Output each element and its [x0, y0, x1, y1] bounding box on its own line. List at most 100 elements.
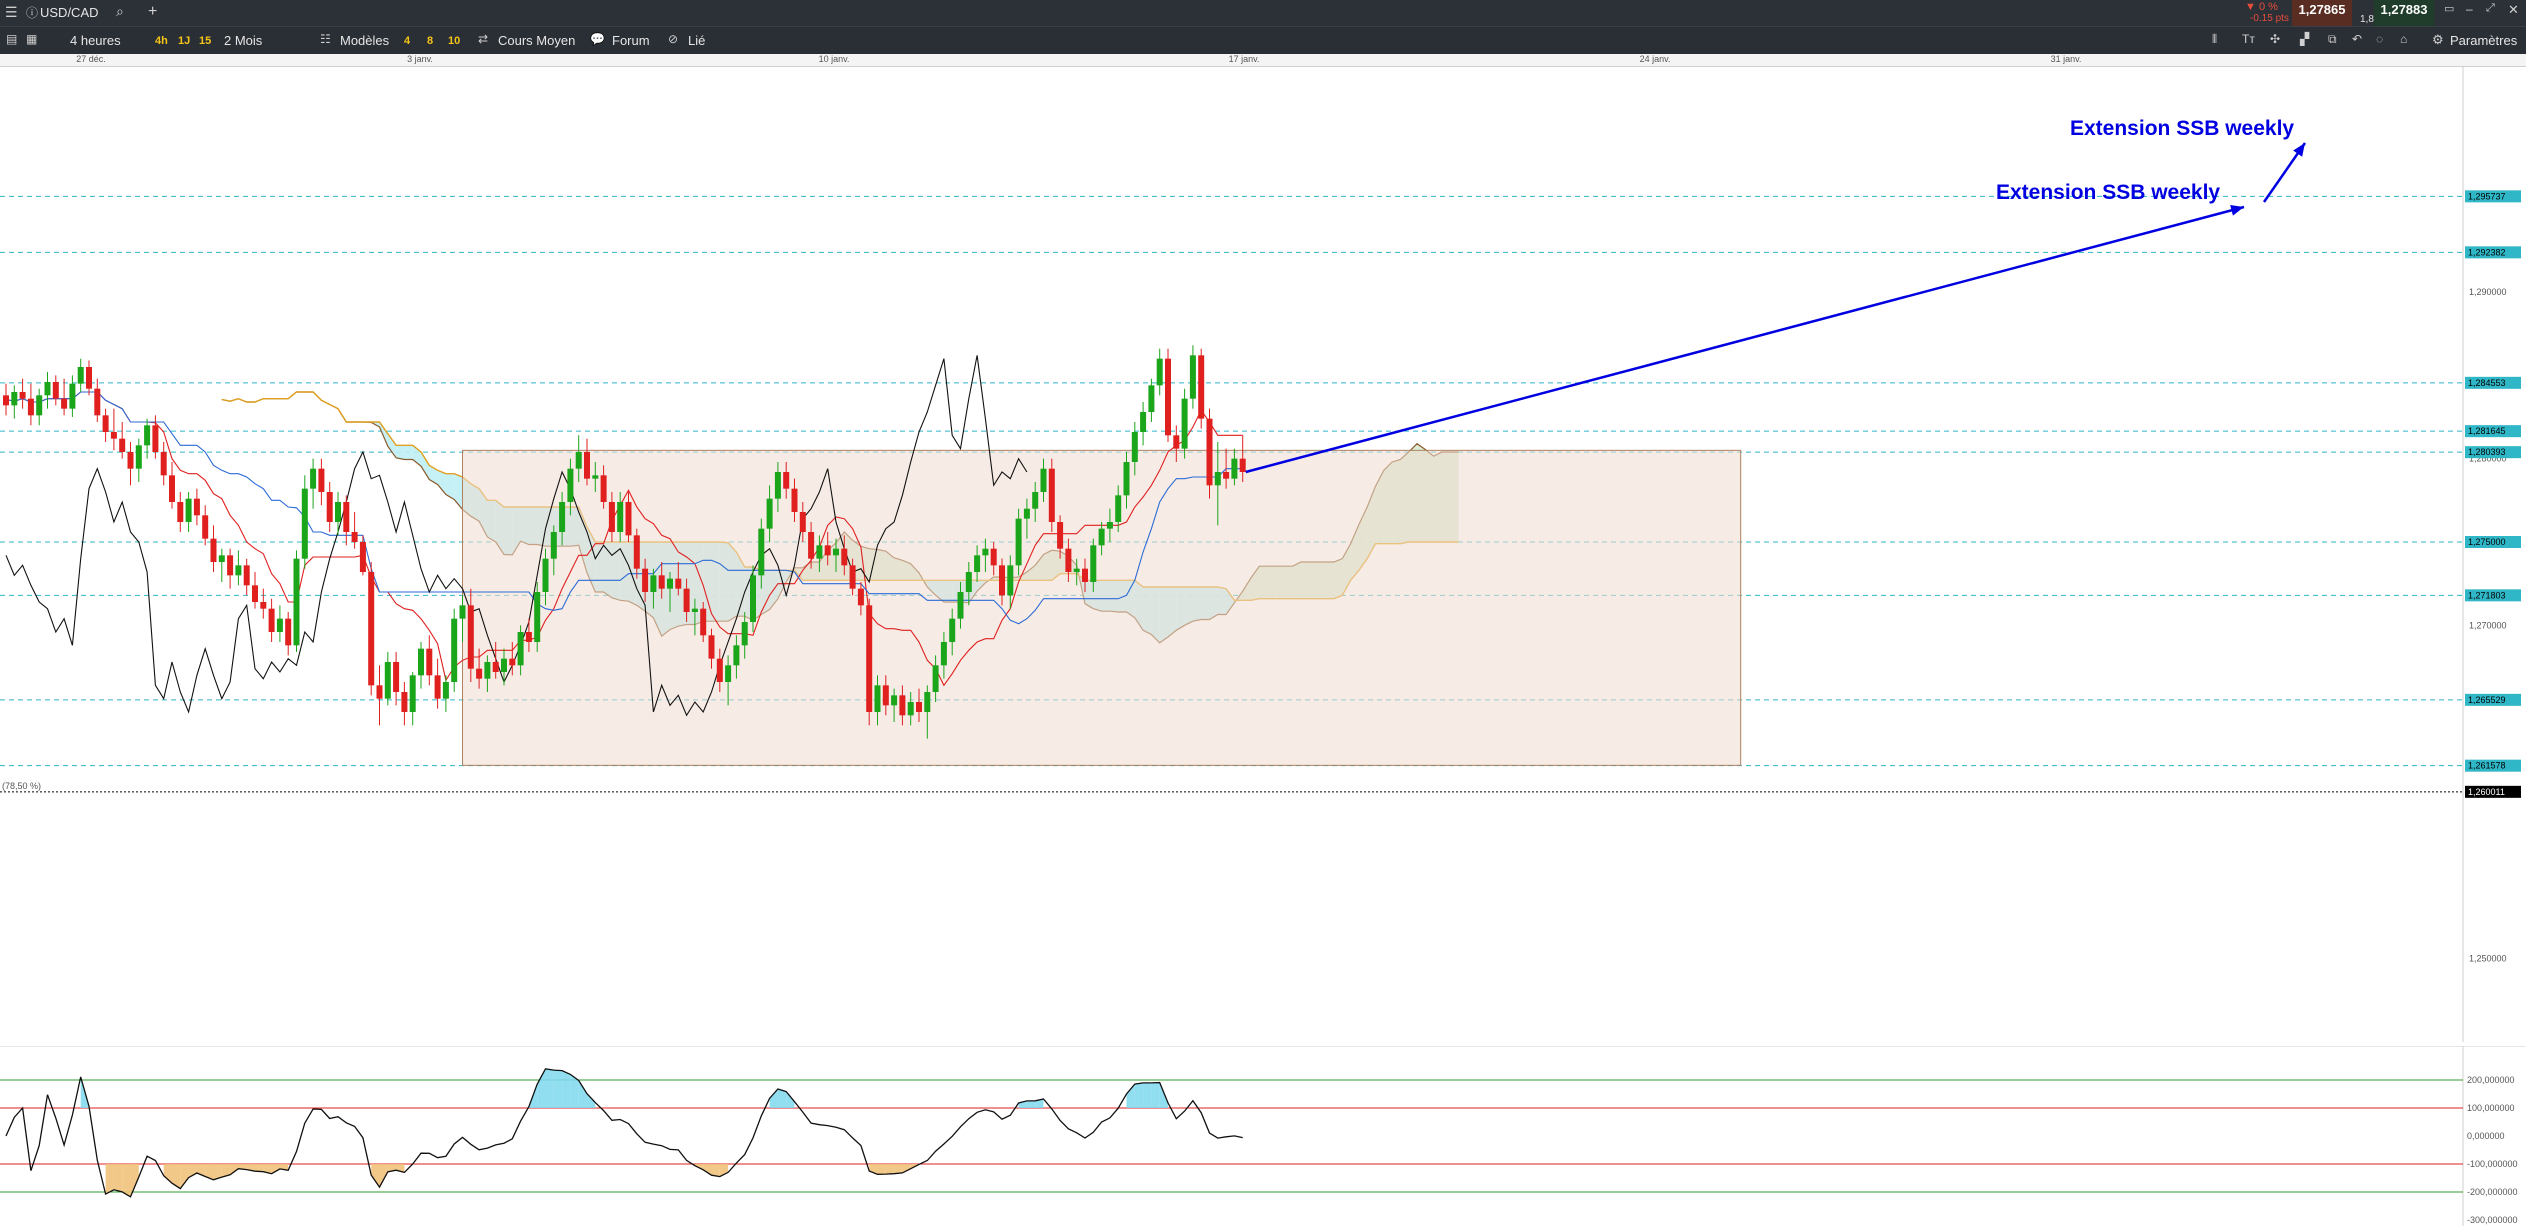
candle-up: [957, 592, 964, 619]
candle-down: [252, 585, 258, 602]
minimize-icon[interactable]: –: [2466, 2, 2473, 16]
candle-down: [1198, 355, 1205, 419]
osc-oversold-fill: [263, 1164, 272, 1174]
close-icon[interactable]: ✕: [2508, 2, 2519, 17]
undo-icon[interactable]: ↶: [2352, 32, 2363, 46]
osc-oversold-fill: [255, 1164, 264, 1172]
range-box: [462, 449, 1742, 766]
settings-button[interactable]: Paramètres: [2450, 33, 2518, 48]
candle-up: [451, 618, 458, 682]
layout-icon[interactable]: ▭: [2444, 3, 2455, 15]
candle-up: [501, 658, 507, 672]
bid-price[interactable]: 1,27865: [2292, 0, 2352, 26]
candle-down: [434, 675, 441, 699]
candle-up: [276, 618, 283, 632]
osc-overbought-fill: [587, 1093, 596, 1108]
candle-down: [658, 575, 665, 589]
candle-down: [368, 572, 375, 686]
candle-up: [517, 632, 524, 666]
grid-icon[interactable]: ▦: [26, 32, 38, 46]
drawing-tool-icon[interactable]: ▞: [2300, 32, 2310, 46]
candle-up: [567, 468, 574, 502]
osc-oversold-fill: [221, 1164, 231, 1178]
crosshair-icon[interactable]: ✣: [2270, 32, 2281, 46]
range-selector[interactable]: 2 Mois: [224, 33, 263, 48]
candle-down: [160, 452, 167, 476]
tag-icon[interactable]: ⌂: [2400, 32, 2408, 46]
info-icon[interactable]: ⓘ: [26, 6, 39, 20]
oscillator: 200,000000 100,000000 0,000000 -100,000000 -…: [0, 1046, 2526, 1226]
copy-icon[interactable]: ⧉: [2328, 32, 2337, 46]
candle-up: [592, 475, 599, 479]
timeframe-4h[interactable]: 4h: [155, 35, 168, 47]
alert-icon[interactable]: ◌: [2376, 32, 2384, 46]
forum-icon: 💬: [590, 32, 605, 46]
candle-down: [1082, 568, 1088, 582]
cours-moyen-button[interactable]: Cours Moyen: [498, 33, 576, 48]
osc-oversold-fill: [172, 1164, 181, 1189]
osc-oversold-fill: [894, 1164, 903, 1174]
osc-overbought-fill: [578, 1080, 587, 1108]
chikou-span: [5, 355, 1028, 717]
level-label-bg: [2465, 589, 2521, 602]
date-tick: 27 déc.: [76, 54, 106, 64]
preset-10[interactable]: 10: [448, 35, 461, 47]
price-chart[interactable]: 1,2900001,2800001,2700001,2600001,250000…: [0, 67, 2526, 1042]
osc-oversold-fill: [885, 1164, 895, 1175]
candle-up: [874, 685, 881, 712]
osc-oversold-fill: [387, 1164, 397, 1172]
timeframe-1j[interactable]: 1J: [178, 35, 191, 47]
annotation-text: Extension SSB weekly: [1996, 181, 2220, 204]
candle-up: [1140, 412, 1147, 432]
timeframe-15[interactable]: 15: [199, 35, 212, 47]
candle-up: [940, 642, 947, 666]
list-icon[interactable]: ▤: [6, 32, 18, 46]
maximize-icon[interactable]: ⤢: [2486, 2, 2495, 14]
candle-up: [1115, 495, 1122, 522]
ask-price[interactable]: 1,27883: [2374, 0, 2434, 26]
level-label: 1,284553: [2468, 378, 2506, 388]
preset-8[interactable]: 8: [427, 35, 434, 47]
candle-up: [235, 565, 242, 576]
candle-down: [509, 658, 516, 666]
osc-tick-label: 100,000000: [2467, 1103, 2515, 1113]
candle-down: [791, 488, 798, 512]
candle-up: [301, 488, 308, 559]
models-icon: ☷: [320, 32, 331, 46]
ask-value: 1,27883: [2380, 2, 2428, 17]
text-tool-icon[interactable]: Tт: [2242, 32, 2255, 46]
change-percent: ▼ 0 %: [2245, 1, 2278, 13]
candle-down: [426, 648, 433, 676]
linked-button[interactable]: Lié: [688, 33, 706, 48]
oscillator-chart[interactable]: 200,000000 100,000000 0,000000 -100,000000 -…: [0, 1046, 2526, 1226]
candle-down: [177, 502, 184, 522]
symbol-label[interactable]: USD/CAD: [40, 5, 99, 20]
gear-icon[interactable]: ⚙: [2432, 32, 2444, 47]
menu-icon[interactable]: ☰: [5, 4, 18, 20]
candle-down: [808, 532, 815, 559]
candles: [3, 345, 1246, 739]
osc-oversold-fill: [180, 1164, 189, 1189]
kumo-segment: [404, 445, 413, 460]
preset-4[interactable]: 4: [404, 35, 411, 47]
candle-up: [833, 548, 839, 556]
candle-down: [1065, 548, 1072, 572]
add-tab-icon[interactable]: +: [148, 3, 158, 20]
forum-button[interactable]: Forum: [612, 33, 650, 48]
osc-overbought-fill: [1026, 1100, 1036, 1108]
level-label: 1,292382: [2468, 247, 2506, 257]
search-icon[interactable]: ⌕: [116, 3, 124, 19]
level-label-bg: [2465, 536, 2521, 548]
candle-down: [202, 515, 209, 539]
candle-up: [77, 367, 84, 384]
models-button[interactable]: Modèles: [340, 33, 390, 48]
candle-up: [11, 392, 18, 406]
candle-up: [774, 472, 781, 499]
period-selector[interactable]: 4 heures: [70, 33, 121, 48]
average-icon: ⇄: [478, 32, 489, 46]
ruler-icon[interactable]: ⫴: [2212, 32, 2218, 46]
candle-down: [625, 502, 632, 536]
kumo-segment: [454, 473, 463, 510]
candle-down: [19, 392, 26, 399]
candle-down: [882, 685, 889, 706]
